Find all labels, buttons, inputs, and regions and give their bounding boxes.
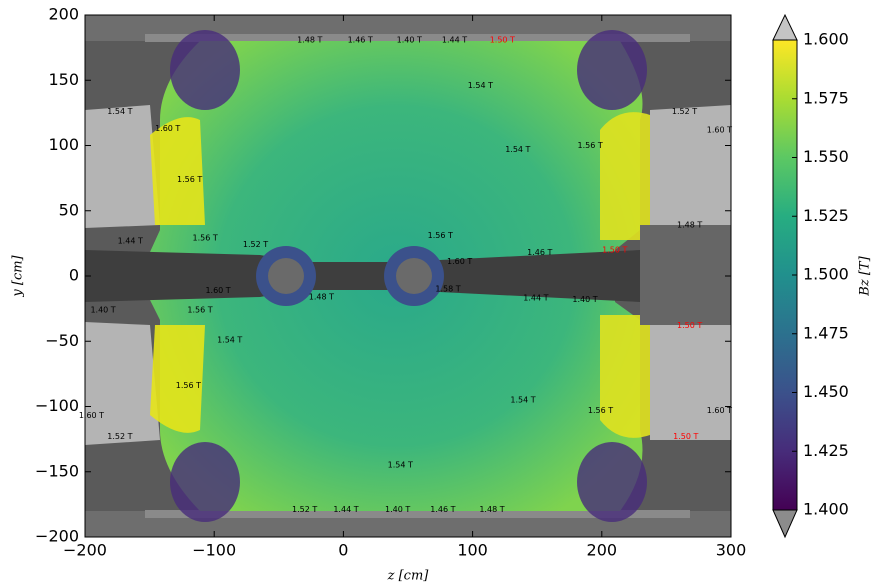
x-tick-label: 0 [338,541,348,560]
y-axis-label: y [cm] [11,254,26,297]
contour-label: 1.58 T [435,285,460,294]
contour-label: 1.48 T [479,505,504,514]
colorbar-tick-label: 1.475 [803,323,849,342]
contour-label: 1.60 T [447,257,472,266]
y-tick-label: −150 [35,461,79,480]
contour-label: 1.44 T [442,35,467,44]
colorbar-extend-over [772,13,798,41]
contour-labels: 1.48 T 1.46 T 1.40 T 1.44 T 1.50 T 1.54 T 1.54… [79,35,732,514]
y-tick-label: 200 [48,5,79,24]
contour-label: 1.44 T [118,236,143,245]
y-tick-label: 150 [48,70,79,89]
contour-label: 1.54 T [510,395,535,404]
y-tick-label: −200 [35,527,79,546]
colorbar-tick-label: 1.425 [803,441,849,460]
contour-label: 1.50 T [673,432,698,441]
x-tick-label: 300 [716,541,747,560]
contour-label: 1.60 T [707,406,732,415]
contour-label: 1.48 T [297,35,322,44]
colorbar-label: Bz [T] [858,255,873,296]
y-tick-label: 0 [69,266,79,285]
contour-label: 1.46 T [430,505,455,514]
contour-label: 1.54 T [107,107,132,116]
contour-label: 1.40 T [572,295,597,304]
colorbar-tick-label: 1.400 [803,500,849,519]
contour-label: 1.60 T [205,286,230,295]
contour-label: 1.44 T [333,505,358,514]
contour-label: 1.52 T [672,107,697,116]
contour-label: 1.40 T [397,35,422,44]
contour-label: 1.60 T [155,124,180,133]
contour-label: 1.46 T [348,35,373,44]
contour-label: 1.54 T [468,81,493,90]
colorbar-tick-label: 1.550 [803,147,849,166]
contour-label: 1.52 T [292,505,317,514]
colorbar-tick-label: 1.450 [803,382,849,401]
contour-label: 1.54 T [388,461,413,470]
contour-label: 1.54 T [505,145,530,154]
contour-label: 1.54 T [217,335,242,344]
contour-label: 1.52 T [243,240,268,249]
contour-label: 1.48 T [677,221,702,230]
contour-label: 1.56 T [578,141,603,150]
contour-label: 1.60 T [707,125,732,134]
colorbar-tick-label: 1.500 [803,265,849,284]
y-tick-label: 50 [59,200,79,219]
x-tick-label: −200 [63,541,107,560]
colorbar-tick-label: 1.575 [803,88,849,107]
contour-label: 1.48 T [309,292,334,301]
y-tick-label: −50 [45,331,79,350]
contour-label: 1.40 T [385,505,410,514]
x-axis-label: z [cm] [387,569,430,584]
field-map [85,15,731,537]
colorbar-tick-label: 1.600 [803,30,849,49]
contour-label: 1.56 T [187,305,212,314]
contour-label: 1.56 T [177,175,202,184]
x-tick-label: 200 [587,541,618,560]
contour-label: 1.50 T [677,321,702,330]
x-tick-label: 100 [457,541,488,560]
contour-label: 1.44 T [523,294,548,303]
contour-label: 1.56 T [588,406,613,415]
contour-label: 1.60 T [79,411,104,420]
contour-label: 1.40 T [90,305,115,314]
colorbar-tick-label: 1.525 [803,206,849,225]
x-tick-label: −100 [192,541,236,560]
y-tick-label: 100 [48,135,79,154]
contour-label: 1.56 T [176,381,201,390]
contour-label: 1.46 T [527,248,552,257]
contour-label: 1.52 T [107,432,132,441]
colorbar-extend-under [772,509,798,539]
contour-label: 1.56 T [428,231,453,240]
contour-label: 1.50 T [490,35,515,44]
contour-label: 1.50 T [602,245,627,254]
y-tick-label: −100 [35,396,79,415]
contour-label: 1.56 T [193,234,218,243]
